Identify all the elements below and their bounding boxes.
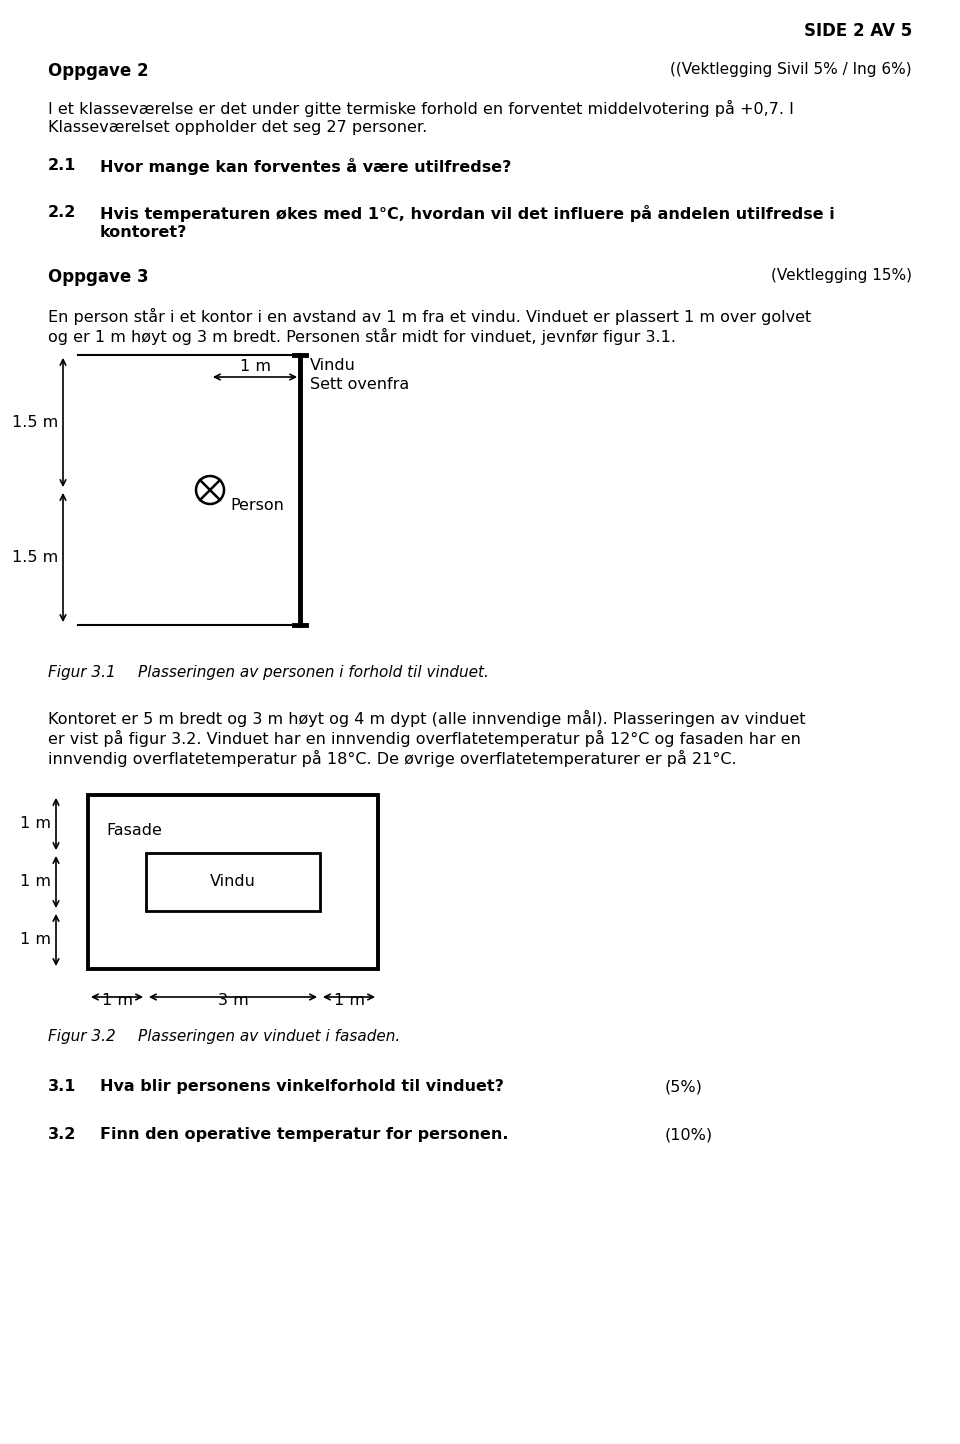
Text: (10%): (10%)	[665, 1126, 713, 1142]
Text: Plasseringen av vinduet i fasaden.: Plasseringen av vinduet i fasaden.	[138, 1030, 400, 1044]
Text: Plasseringen av personen i forhold til vinduet.: Plasseringen av personen i forhold til v…	[138, 666, 489, 680]
Text: ((Vektlegging Sivil 5% / Ing 6%): ((Vektlegging Sivil 5% / Ing 6%)	[670, 62, 912, 77]
Text: 2.2: 2.2	[48, 205, 77, 219]
Text: er vist på figur 3.2. Vinduet har en innvendig overflatetemperatur på 12°C og fa: er vist på figur 3.2. Vinduet har en inn…	[48, 731, 801, 747]
Text: Sett ovenfra: Sett ovenfra	[310, 377, 409, 391]
Text: 1 m: 1 m	[20, 875, 51, 890]
Bar	[88, 796, 378, 969]
Text: 1 m: 1 m	[333, 993, 365, 1008]
Text: Klasseværelset oppholder det seg 27 personer.: Klasseværelset oppholder det seg 27 pers…	[48, 120, 427, 134]
Text: (5%): (5%)	[665, 1079, 703, 1095]
Text: 1 m: 1 m	[20, 933, 51, 947]
Text: 2.1: 2.1	[48, 157, 77, 173]
Text: 1 m: 1 m	[102, 993, 132, 1008]
Text: Person: Person	[230, 498, 284, 513]
Text: (Vektlegging 15%): (Vektlegging 15%)	[771, 269, 912, 283]
Text: 1.5 m: 1.5 m	[12, 414, 58, 430]
Text: En person står i et kontor i en avstand av 1 m fra et vindu. Vinduet er plassert: En person står i et kontor i en avstand …	[48, 308, 811, 325]
Text: 1 m: 1 m	[239, 360, 271, 374]
Text: innvendig overflatetemperatur på 18°C. De øvrige overflatetemperaturer er på 21°: innvendig overflatetemperatur på 18°C. D…	[48, 749, 736, 767]
Text: Kontoret er 5 m bredt og 3 m høyt og 4 m dypt (alle innvendige mål). Plasseringe: Kontoret er 5 m bredt og 3 m høyt og 4 m…	[48, 710, 805, 726]
Text: Oppgave 2: Oppgave 2	[48, 62, 149, 79]
Text: Finn den operative temperatur for personen.: Finn den operative temperatur for person…	[100, 1126, 509, 1142]
Text: Oppgave 3: Oppgave 3	[48, 269, 149, 286]
Text: I et klasseværelse er det under gitte termiske forhold en forventet middelvoteri: I et klasseværelse er det under gitte te…	[48, 100, 794, 117]
Text: 1.5 m: 1.5 m	[12, 550, 58, 565]
Text: Hvor mange kan forventes å være utilfredse?: Hvor mange kan forventes å være utilfred…	[100, 157, 512, 175]
Text: Figur 3.2: Figur 3.2	[48, 1030, 116, 1044]
Text: Vindu: Vindu	[210, 875, 256, 890]
Text: Figur 3.1: Figur 3.1	[48, 666, 116, 680]
Text: kontoret?: kontoret?	[100, 225, 187, 240]
Text: Hva blir personens vinkelforhold til vinduet?: Hva blir personens vinkelforhold til vin…	[100, 1079, 504, 1095]
Text: 3.1: 3.1	[48, 1079, 77, 1095]
Bar	[146, 853, 320, 911]
Text: Vindu: Vindu	[310, 358, 356, 373]
Text: SIDE 2 AV 5: SIDE 2 AV 5	[804, 22, 912, 40]
Text: 3 m: 3 m	[218, 993, 249, 1008]
Text: 3.2: 3.2	[48, 1126, 77, 1142]
Text: 1 m: 1 m	[20, 816, 51, 832]
Text: Hvis temperaturen økes med 1°C, hvordan vil det influere på andelen utilfredse i: Hvis temperaturen økes med 1°C, hvordan …	[100, 205, 835, 222]
Text: Fasade: Fasade	[106, 823, 162, 838]
Text: og er 1 m høyt og 3 m bredt. Personen står midt for vinduet, jevnfør figur 3.1.: og er 1 m høyt og 3 m bredt. Personen st…	[48, 328, 676, 345]
